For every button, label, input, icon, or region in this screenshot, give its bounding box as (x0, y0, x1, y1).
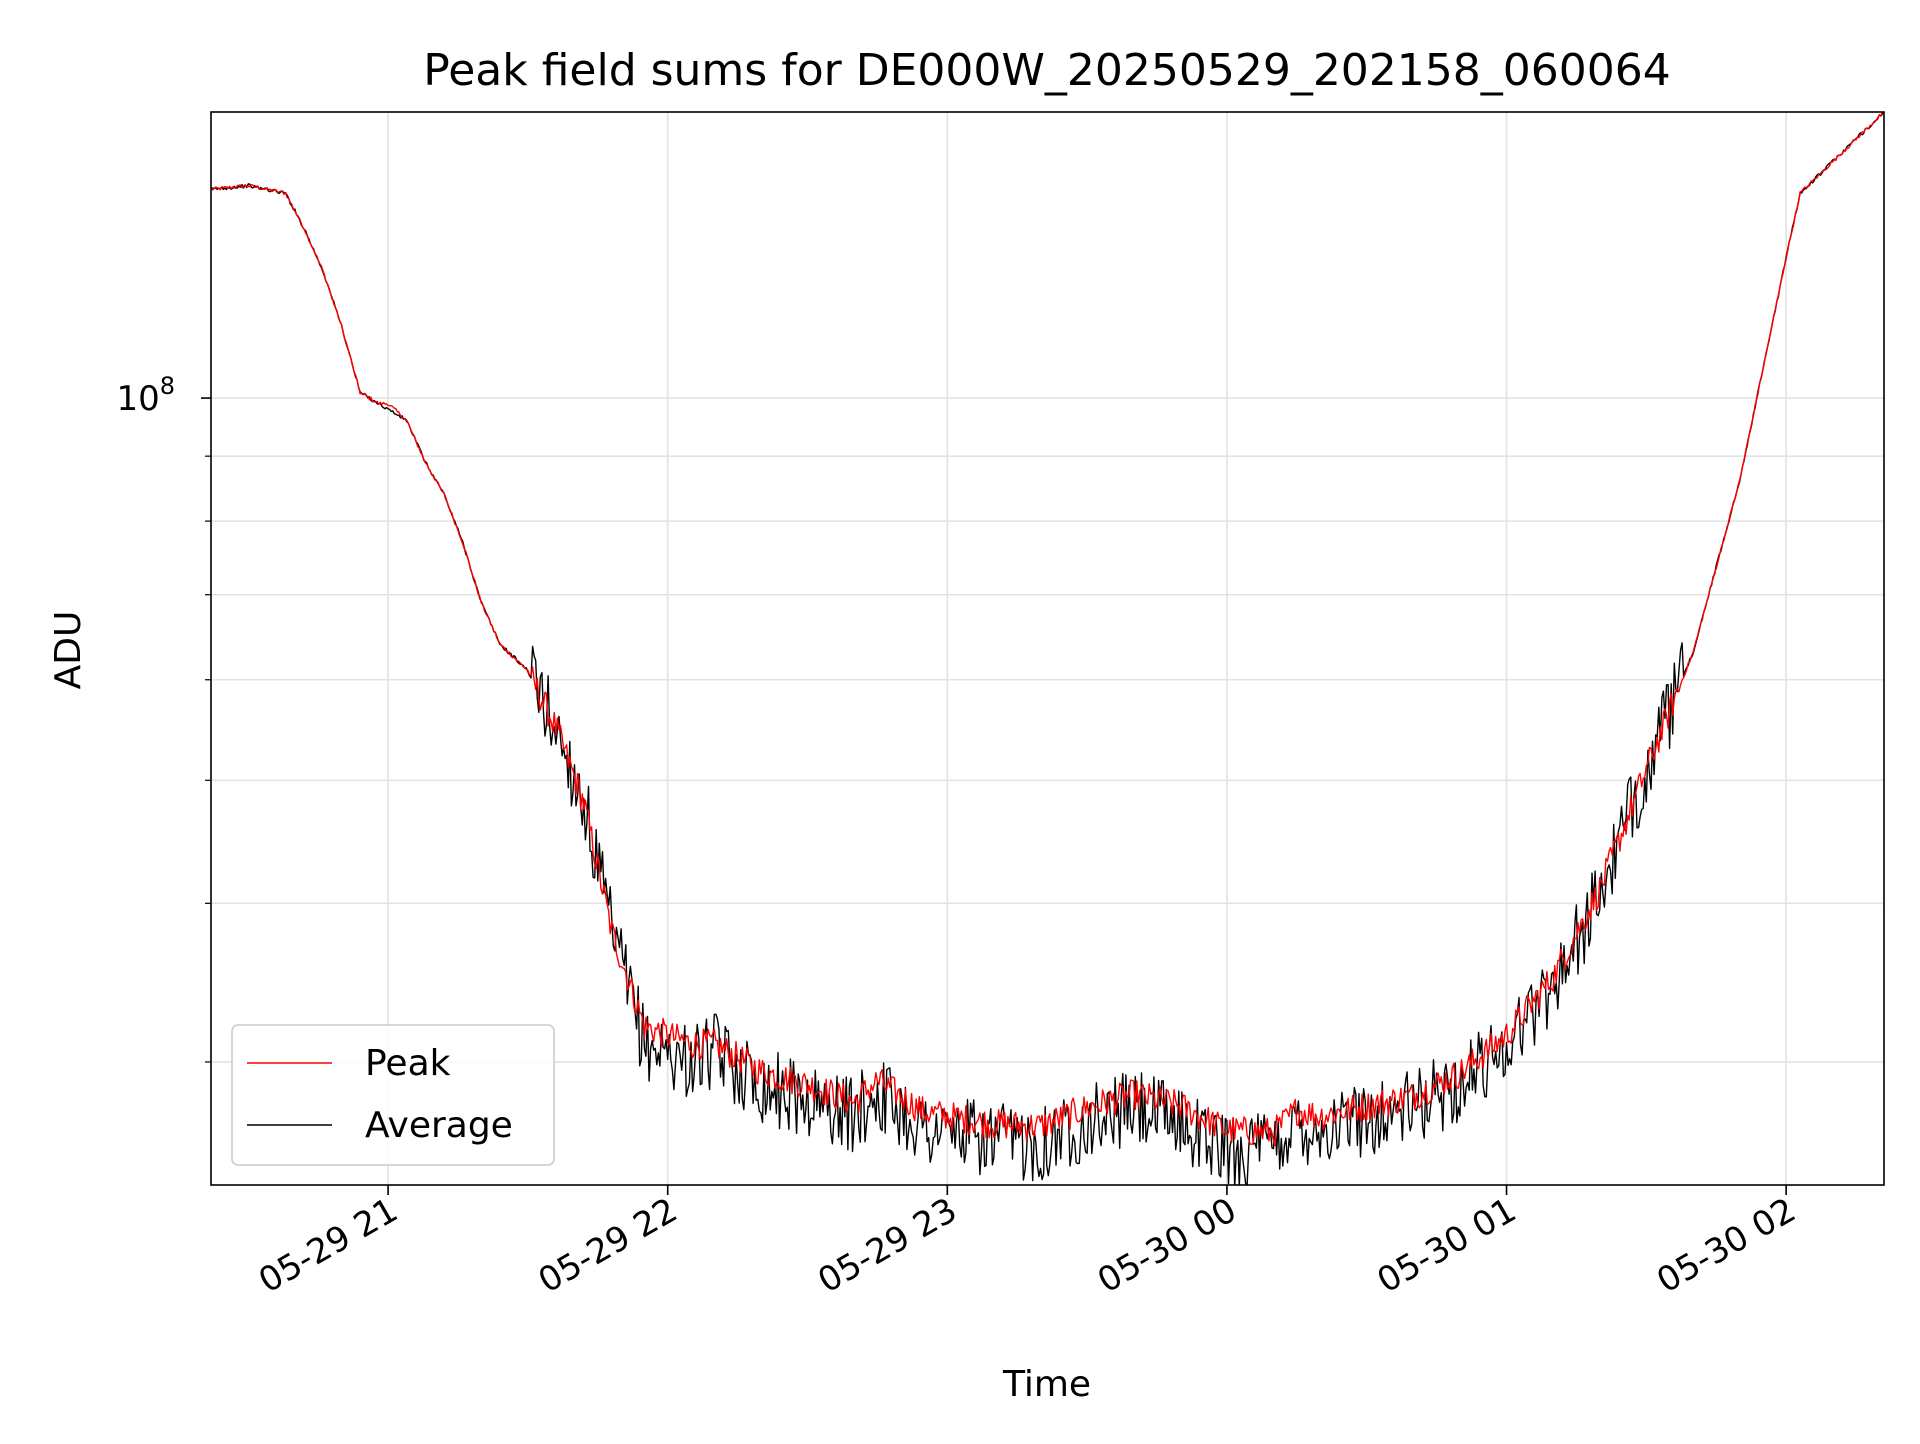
y-tick-exponent: 8 (160, 372, 175, 400)
chart-title: Peak field sums for DE000W_20250529_2021… (423, 45, 1671, 96)
y-tick-base: 10 (116, 379, 159, 419)
axes-frame (210, 111, 1885, 1186)
grid-layer (211, 112, 1884, 1185)
series-line-peak (211, 112, 1884, 1147)
x-axis-label: Time (1002, 1364, 1091, 1405)
legend-label-average: Average (365, 1105, 513, 1146)
y-axis-label: ADU (48, 611, 89, 690)
legend: Peak Average (231, 1024, 555, 1166)
y-tick-label: 108 (116, 372, 175, 419)
plot-area (211, 112, 1884, 1185)
legend-label-peak: Peak (365, 1043, 451, 1084)
series-layer (211, 112, 1884, 1185)
legend-box (231, 1024, 555, 1166)
